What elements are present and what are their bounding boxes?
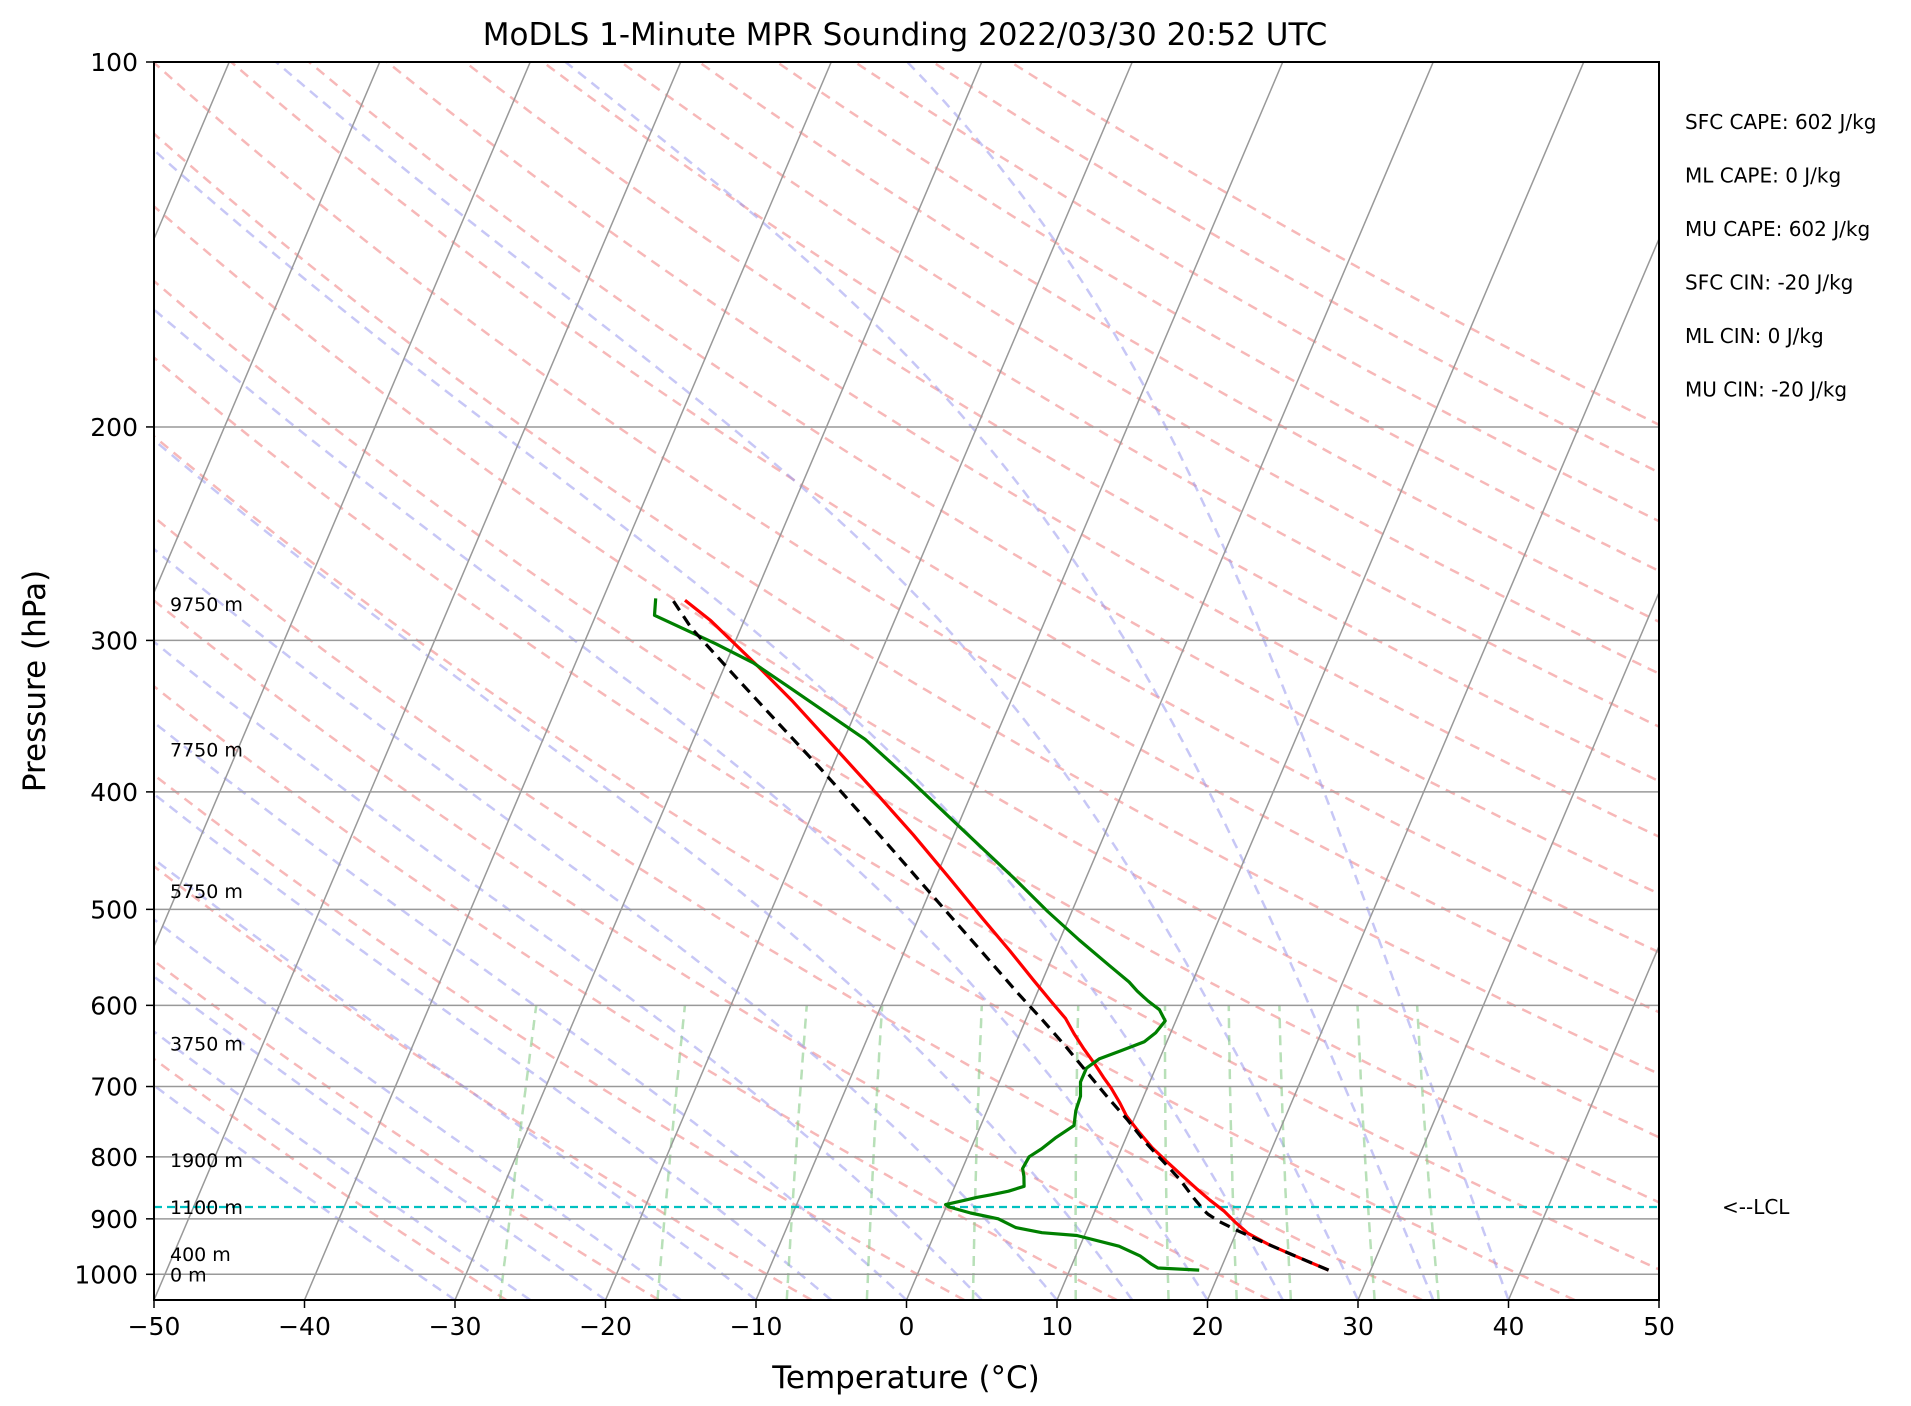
y-tick-label: 900 (90, 1205, 138, 1234)
mixing-ratio-line (1074, 1005, 1080, 1300)
moist-adiabat (154, 974, 607, 1300)
moist-adiabat (154, 792, 833, 1300)
mixing-ratio-line (656, 1005, 687, 1300)
y-tick-label: 700 (90, 1073, 138, 1102)
skewed-isotherms (154, 62, 1659, 1300)
mixing-ratio-line (785, 1005, 809, 1300)
dry-adiabat (776, 62, 1659, 573)
moist-adiabat (154, 307, 1209, 1300)
x-tick-label: 30 (1342, 1312, 1374, 1341)
height-label: 7750 m (170, 739, 243, 761)
mixing-ratio-line (1415, 1005, 1440, 1300)
lcl-label: <--LCL (1722, 1195, 1790, 1219)
stat-label: ML CAPE: 0 J/kg (1685, 164, 1841, 188)
dewpoint-line (652, 598, 1200, 1272)
isotherm-line (303, 62, 832, 1300)
dry-adiabat (154, 598, 1270, 1300)
sounding-series (652, 598, 1330, 1272)
isotherm-line (1357, 590, 1659, 1300)
isotherm-line (905, 62, 1434, 1300)
dry-adiabat (620, 62, 1659, 675)
height-label: 0 m (170, 1264, 207, 1286)
isotherm-line (1056, 62, 1585, 1300)
mixing-ratio-line (1278, 1005, 1293, 1300)
isotherm-line (454, 62, 983, 1300)
moist-adiabat (154, 640, 983, 1300)
x-tick-label: 10 (1041, 1312, 1073, 1341)
isotherm-line (604, 62, 1133, 1300)
x-tick-label: −40 (278, 1312, 331, 1341)
y-tick-label: 1000 (74, 1260, 138, 1289)
isotherm-line (154, 62, 531, 949)
moist-adiabat (154, 547, 1058, 1300)
y-tick-label: 100 (90, 48, 138, 77)
isotherm-line (755, 62, 1284, 1300)
y-tick-label: 500 (90, 895, 138, 924)
dry-adiabat (154, 355, 1659, 1271)
mixing-ratio-line (1356, 1005, 1376, 1300)
dry-adiabat (154, 279, 1659, 1204)
isotherm-line (154, 62, 381, 595)
y-tick-label: 300 (90, 626, 138, 655)
temperature-line (684, 599, 1330, 1272)
x-tick-label: 40 (1493, 1312, 1525, 1341)
stats-panel: SFC CAPE: 602 J/kg ML CAPE: 0 J/kg MU CAPE… (1685, 110, 1876, 402)
mixing-ratio-line (1227, 1005, 1238, 1300)
dry-adiabat (154, 434, 1576, 1300)
moist-adiabat (564, 62, 1435, 1300)
mixing-ratio-line (865, 1005, 884, 1300)
mixing-ratio-line (498, 1005, 538, 1300)
stat-label: MU CIN: -20 J/kg (1685, 378, 1847, 402)
height-label: 1100 m (170, 1197, 243, 1219)
background-lines (154, 62, 1659, 1300)
moist-adiabat (154, 148, 1284, 1300)
gridlines (154, 61, 1659, 1276)
stat-label: SFC CAPE: 602 J/kg (1685, 110, 1876, 134)
y-tick-label: 600 (90, 991, 138, 1020)
y-axis-label: Pressure (hPa) (17, 570, 53, 792)
y-tick-label: 800 (90, 1143, 138, 1172)
moist-adiabat (154, 438, 1134, 1300)
x-axis-label: Temperature (°C) (771, 1360, 1040, 1396)
x-tick-label: −10 (730, 1312, 783, 1341)
moist-adiabat (154, 917, 682, 1300)
moist-adiabat (906, 62, 1510, 1300)
dry-adiabat (154, 1057, 508, 1300)
isotherm-line (1206, 236, 1659, 1300)
dry-adiabat (154, 515, 1423, 1300)
x-tick-label: 50 (1643, 1312, 1675, 1341)
parcel-path-line (671, 599, 1330, 1272)
stat-label: ML CIN: 0 J/kg (1685, 324, 1824, 348)
x-tick-label: −20 (579, 1312, 632, 1341)
x-tick-label: 0 (899, 1312, 915, 1341)
stat-label: SFC CIN: -20 J/kg (1685, 271, 1853, 295)
dry-adiabat (154, 132, 1659, 1076)
axis-ticks: −50 −40 −30 −20 −10 0 10 20 30 40 50 1000 900 800 700 6… (74, 48, 1675, 1341)
lcl-marker: <--LCL (154, 1195, 1790, 1219)
height-label: 1900 m (170, 1150, 243, 1172)
y-tick-label: 200 (90, 413, 138, 442)
height-label: 5750 m (170, 881, 243, 903)
x-tick-label: −30 (429, 1312, 482, 1341)
dry-adiabat (386, 62, 1659, 839)
isotherm-line (1507, 944, 1659, 1300)
dry-adiabat (154, 62, 1659, 1014)
stat-label: MU CAPE: 602 J/kg (1685, 217, 1870, 241)
height-label: 9750 m (170, 594, 243, 616)
dry-adiabat (698, 62, 1659, 624)
height-label: 3750 m (170, 1033, 243, 1055)
x-tick-label: −50 (128, 1312, 181, 1341)
height-label: 400 m (170, 1244, 231, 1266)
mixing-ratio-line (971, 1005, 984, 1300)
chart-title: MoDLS 1-Minute MPR Sounding 2022/03/30 2… (483, 17, 1327, 53)
dry-adiabat (154, 684, 1118, 1300)
x-tick-label: 20 (1192, 1312, 1224, 1341)
mixing-ratio-line (1163, 1005, 1170, 1300)
isotherm-line (154, 62, 682, 1300)
y-tick-label: 400 (90, 778, 138, 807)
moist-adiabat (154, 720, 908, 1300)
